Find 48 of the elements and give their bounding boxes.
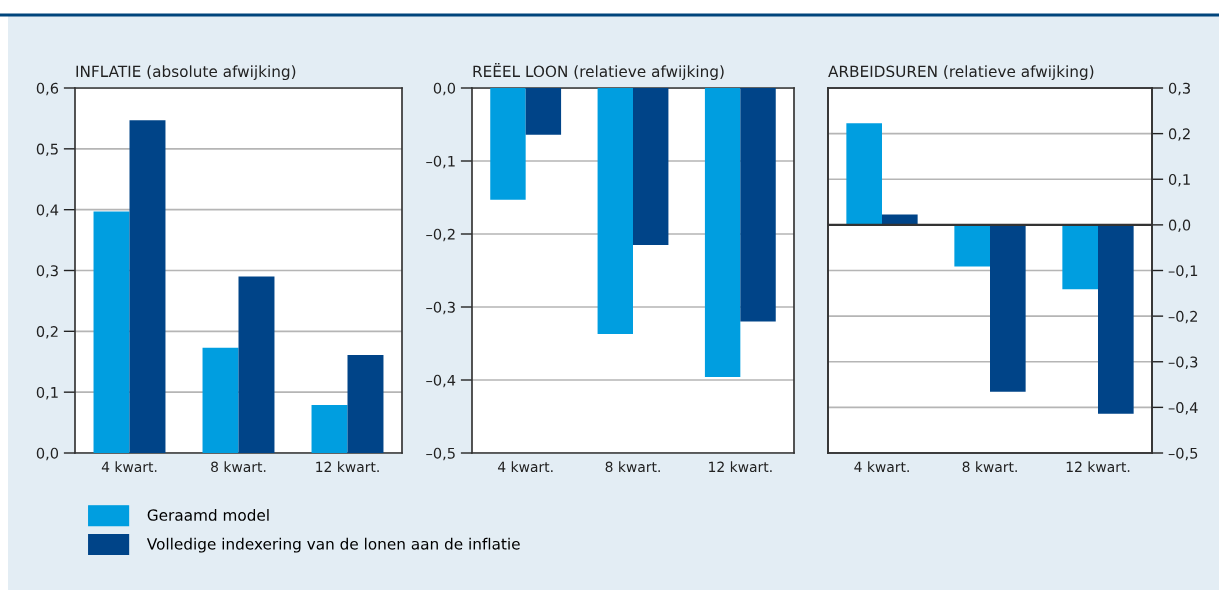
bar	[202, 347, 239, 453]
y-tick-label: –0,4	[426, 374, 456, 388]
bar	[882, 214, 918, 225]
bar	[846, 123, 882, 225]
x-tick-label: 8 kwart.	[211, 461, 266, 473]
y-tick-label: 0,4	[36, 204, 59, 217]
bar	[238, 276, 275, 453]
y2-tick-label: 0,3	[1168, 82, 1190, 96]
y-tick-label: –0,3	[426, 301, 455, 315]
bar	[347, 355, 384, 453]
y2-tick-label: –0,5	[1168, 447, 1198, 461]
x-tick-label: 8 kwart.	[605, 461, 660, 473]
y-tick-label: 0,0	[433, 82, 456, 96]
y2-tick-label: –0,3	[1168, 356, 1198, 369]
bar	[1098, 224, 1134, 414]
y-tick-label: 0,6	[36, 82, 59, 96]
bar	[129, 120, 166, 453]
chart-title: INFLATIE (absolute afwijking)	[76, 65, 296, 81]
y2-tick-label: –0,1	[1168, 265, 1198, 278]
chart-title: REËEL LOON (relatieve afwijking)	[473, 62, 724, 81]
y2-tick-label: –0,2	[1168, 310, 1197, 324]
bar	[954, 224, 990, 267]
x-tick-label: 12 kwart.	[709, 461, 772, 473]
x-tick-label: 4 kwart.	[497, 461, 553, 473]
x-tick-label: 8 kwart.	[962, 461, 1017, 473]
x-tick-label: 12 kwart.	[1066, 461, 1130, 473]
y2-tick-label: 0,1	[1168, 173, 1190, 187]
legend-label: Geraamd model	[147, 509, 269, 521]
x-tick-label: 12 kwart.	[316, 461, 379, 473]
bar	[1062, 224, 1098, 290]
bar	[93, 211, 130, 453]
y-tick-label: 0,0	[36, 447, 59, 461]
legend-label: Volledige indexering van de lonen aan de inflatie	[146, 537, 520, 553]
y2-tick-label: 0,0	[1168, 219, 1191, 233]
y2-tick-label: 0,2	[1168, 128, 1190, 141]
y2-tick-label: –0,4	[1168, 402, 1198, 415]
y-tick-label: 0,2	[36, 326, 58, 339]
y-tick-label: 0,5	[36, 143, 58, 157]
y-tick-label: –0,1	[426, 155, 455, 169]
y-tick-label: 0,1	[36, 386, 58, 400]
chart-title: ARBEIDSUREN (relatieve afwijking)	[828, 65, 1094, 81]
x-tick-label: 4 kwart.	[854, 461, 909, 473]
y-tick-label: –0,5	[426, 447, 455, 461]
bar	[311, 404, 348, 453]
bar	[990, 224, 1026, 392]
y-tick-label: –0,2	[426, 228, 455, 242]
x-tick-label: 4 kwart.	[101, 461, 157, 473]
y-tick-label: 0,3	[36, 265, 58, 278]
